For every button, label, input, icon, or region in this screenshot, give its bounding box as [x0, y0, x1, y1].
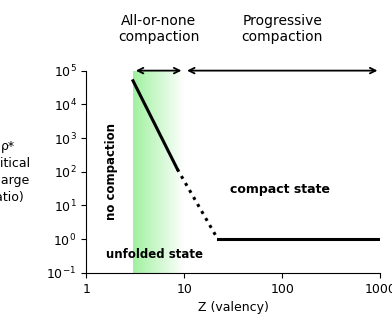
Bar	[138, 71, 139, 273]
Bar	[141, 71, 142, 273]
Bar	[144, 71, 145, 273]
Bar	[180, 71, 181, 273]
Bar	[176, 71, 177, 273]
Bar	[134, 71, 135, 273]
Bar	[152, 71, 153, 273]
Bar	[174, 71, 175, 273]
Bar	[169, 71, 170, 273]
Bar	[146, 71, 147, 273]
Bar	[171, 71, 172, 273]
Bar	[137, 71, 138, 273]
Bar	[148, 71, 149, 273]
Bar	[161, 71, 162, 273]
Text: compact state: compact state	[230, 183, 330, 196]
Bar	[172, 71, 173, 273]
Bar	[151, 71, 152, 273]
Bar	[159, 71, 160, 273]
Bar	[155, 71, 156, 273]
Text: unfolded state: unfolded state	[106, 248, 203, 261]
Bar	[164, 71, 165, 273]
Bar	[178, 71, 179, 273]
Y-axis label: ρ*
(critical
charge
ratio): ρ* (critical charge ratio)	[0, 140, 31, 204]
Bar	[163, 71, 164, 273]
Bar	[173, 71, 174, 273]
Bar	[157, 71, 158, 273]
Text: no compaction: no compaction	[105, 123, 118, 220]
Bar	[145, 71, 146, 273]
Bar	[133, 71, 134, 273]
Bar	[170, 71, 171, 273]
Bar	[165, 71, 166, 273]
Bar	[166, 71, 167, 273]
Bar	[183, 71, 184, 273]
Bar	[143, 71, 144, 273]
Bar	[154, 71, 155, 273]
Bar	[156, 71, 157, 273]
Bar	[140, 71, 141, 273]
Bar	[147, 71, 148, 273]
Bar	[139, 71, 140, 273]
Bar	[167, 71, 168, 273]
Bar	[149, 71, 150, 273]
Bar	[162, 71, 163, 273]
Bar	[181, 71, 182, 273]
Bar	[135, 71, 136, 273]
X-axis label: Z (valency): Z (valency)	[198, 301, 269, 314]
Bar	[150, 71, 151, 273]
Text: Progressive
compaction: Progressive compaction	[241, 14, 323, 44]
Bar	[182, 71, 183, 273]
Bar	[153, 71, 154, 273]
Bar	[136, 71, 137, 273]
Bar	[142, 71, 143, 273]
Bar	[175, 71, 176, 273]
Bar	[160, 71, 161, 273]
Bar	[168, 71, 169, 273]
Bar	[158, 71, 159, 273]
Bar	[177, 71, 178, 273]
Text: All-or-none
compaction: All-or-none compaction	[118, 14, 199, 44]
Bar	[179, 71, 180, 273]
